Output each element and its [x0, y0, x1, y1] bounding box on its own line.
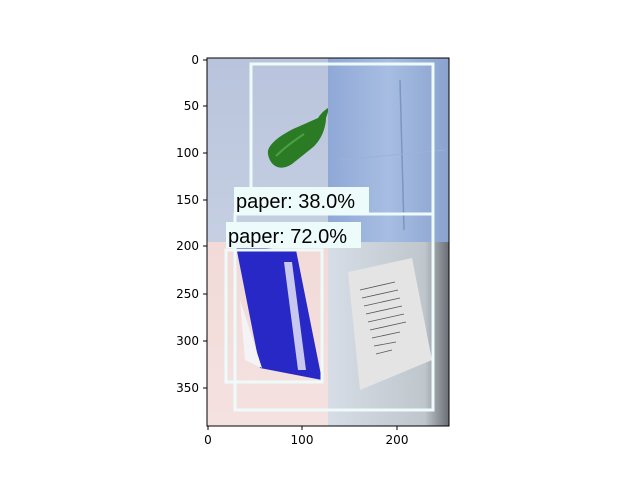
detection-label-bg-2: [226, 222, 361, 248]
detection-label-bg-1: [234, 187, 369, 213]
y-tick-label: 50: [184, 99, 199, 113]
detection-label-1: paper: 38.0%: [236, 191, 355, 213]
paper-fold-line: [339, 149, 446, 161]
axes-frame: [206, 57, 450, 427]
photo-mosaic: [207, 58, 449, 426]
x-axis: 0 100 200: [204, 426, 408, 447]
green-bottle-icon: [267, 108, 328, 168]
y-tick-label: 300: [176, 334, 199, 348]
detection-box-2: [233, 212, 435, 412]
printed-paper-icon: [348, 258, 432, 390]
x-tick-label: 0: [204, 433, 212, 447]
y-tick-label: 100: [176, 146, 199, 160]
paper-fold-line: [399, 79, 405, 231]
y-tick-label: 150: [176, 193, 199, 207]
y-tick-label: 200: [176, 239, 199, 253]
blue-carton-icon: [236, 246, 322, 380]
x-tick-label: 100: [291, 433, 314, 447]
y-tick-label: 0: [191, 53, 199, 67]
detection-box-3: [224, 248, 324, 384]
y-tick-label: 250: [176, 287, 199, 301]
detection-label-2: paper: 72.0%: [228, 226, 347, 248]
y-tick-label: 350: [176, 381, 199, 395]
y-axis: 0 50 100 150 200 250 300 350: [176, 53, 207, 395]
x-tick-label: 200: [386, 433, 409, 447]
